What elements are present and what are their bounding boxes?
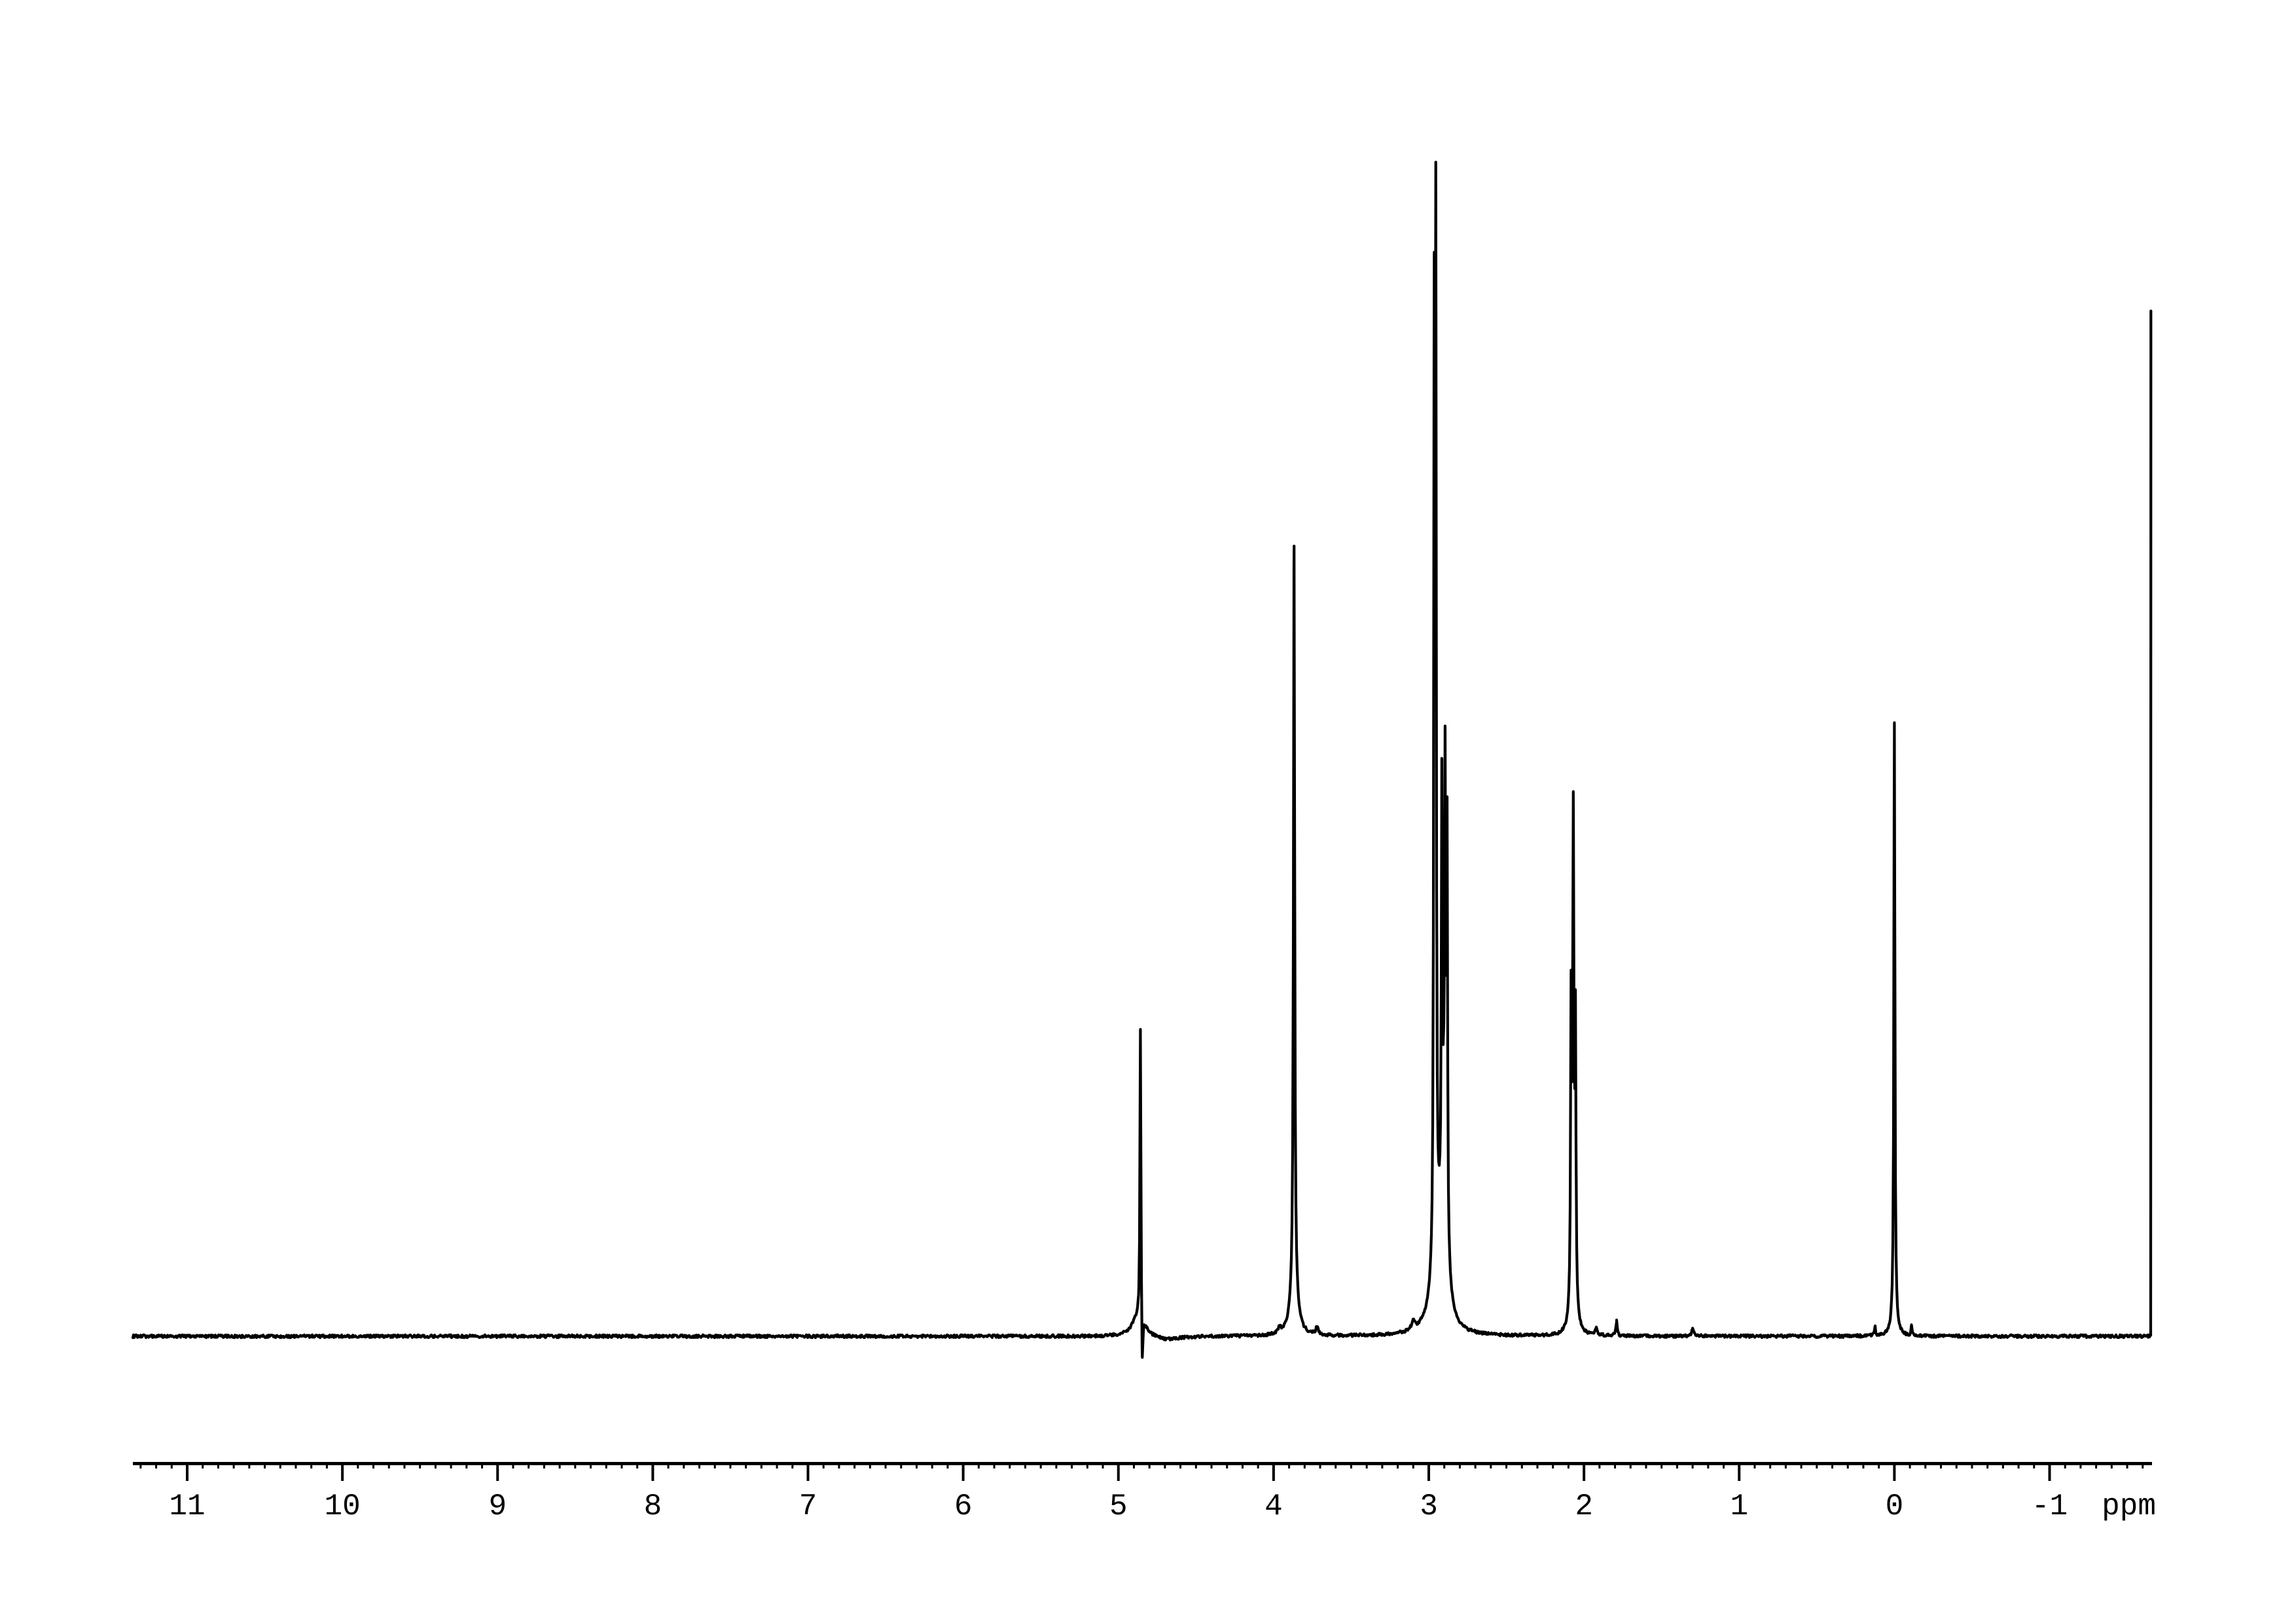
- minor-ticks: [139, 1462, 2144, 1468]
- axis-tick-label: 4: [1265, 1489, 1283, 1523]
- major-ticks: [185, 1462, 2051, 1481]
- axis-tick-label: 10: [325, 1489, 361, 1523]
- axis-tick-label: 2: [1575, 1489, 1593, 1523]
- axis-tick-labels: 11 10 9 8 7 6 5 4 3 2 1 0 -1: [169, 1489, 2068, 1523]
- axis-tick-label: 1: [1730, 1489, 1748, 1523]
- spectrum-trace: [131, 160, 2153, 1359]
- axis-tick-label: 7: [799, 1489, 817, 1523]
- axis-tick-label: 3: [1420, 1489, 1438, 1523]
- axis-tick-label: 5: [1109, 1489, 1128, 1523]
- ppm-axis: 11 10 9 8 7 6 5 4 3 2 1 0 -1 ppm: [133, 1462, 2156, 1523]
- axis-tick-label: -1: [2032, 1489, 2068, 1523]
- axis-tick-label: 8: [644, 1489, 662, 1523]
- axis-unit-label: ppm: [2102, 1489, 2156, 1523]
- axis-tick-label: 9: [488, 1489, 507, 1523]
- axis-tick-label: 0: [1886, 1489, 1904, 1523]
- axis-tick-label: 11: [169, 1489, 205, 1523]
- axis-tick-label: 6: [954, 1489, 973, 1523]
